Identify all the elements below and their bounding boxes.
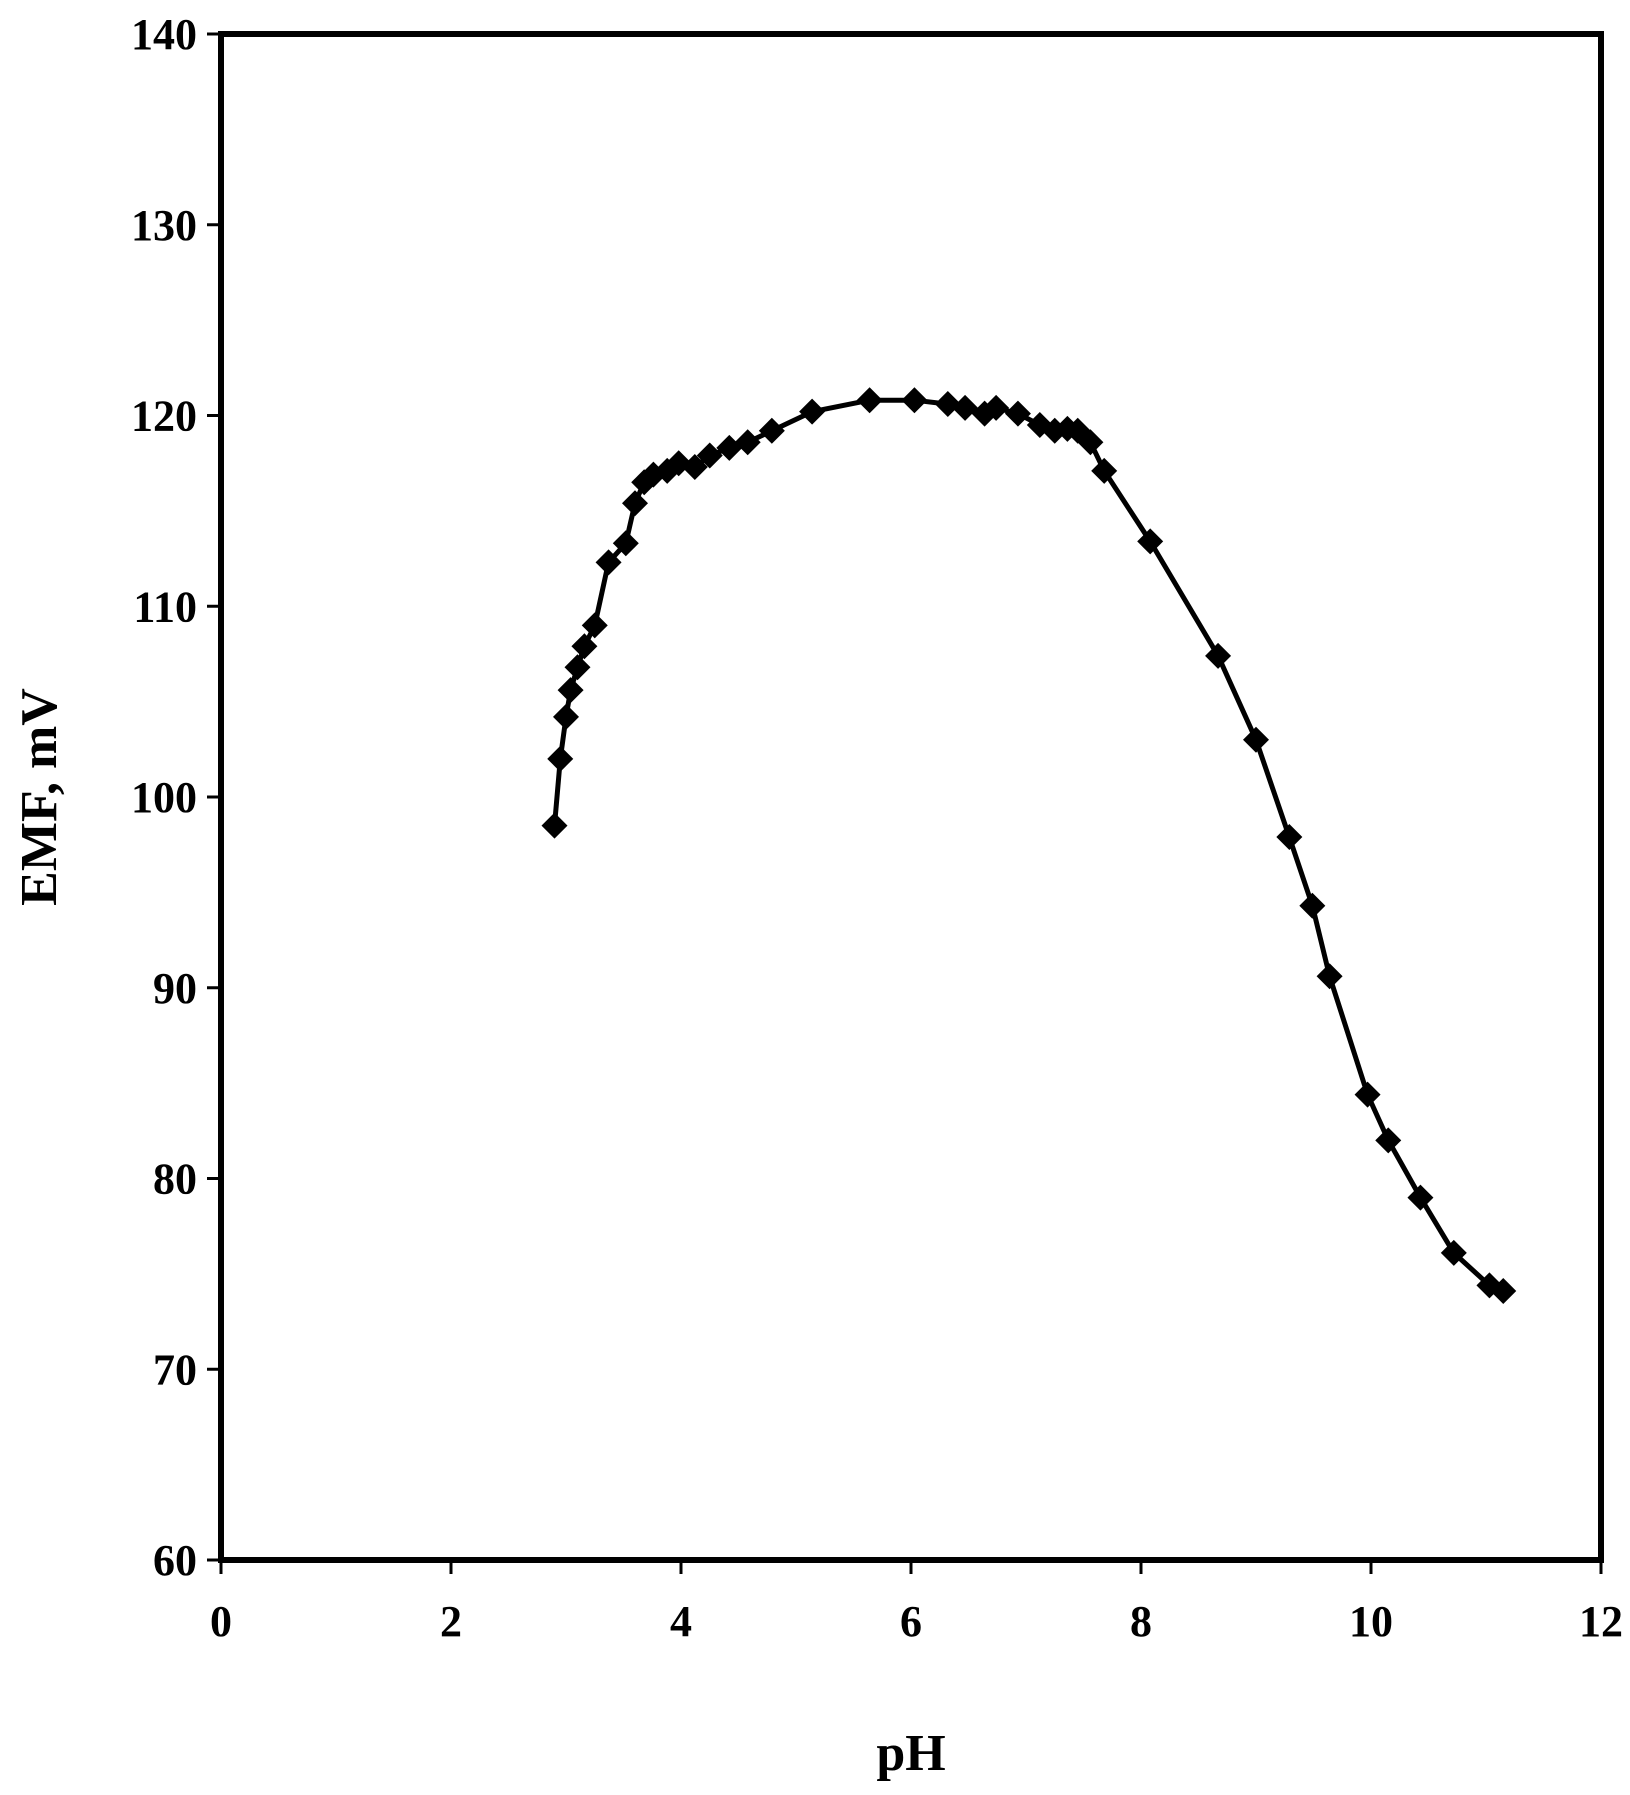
x-tick-label: 12: [1579, 1597, 1623, 1646]
data-point-marker: [541, 812, 568, 839]
data-point-marker: [1004, 400, 1031, 427]
data-point-marker: [571, 633, 598, 660]
data-point-marker: [681, 454, 708, 481]
data-point-marker: [622, 490, 648, 517]
data-point-marker: [901, 387, 928, 414]
data-point-marker: [856, 387, 883, 414]
data-point-marker: [934, 391, 961, 418]
data-point-marker: [1316, 963, 1343, 990]
data-point-marker: [952, 394, 979, 421]
data-point-marker: [758, 417, 785, 444]
data-point-marker: [547, 745, 574, 772]
x-tick-label: 8: [1130, 1597, 1152, 1646]
data-point-marker: [1407, 1184, 1434, 1211]
series-layer: [541, 387, 1517, 1305]
y-tick-label: 110: [133, 582, 197, 631]
data-point-marker: [1276, 824, 1303, 851]
data-point-marker: [557, 677, 584, 704]
y-axis-title: EMF, mV: [11, 688, 68, 906]
data-point-marker: [1440, 1239, 1467, 1266]
data-point-marker: [696, 442, 723, 469]
data-point-marker: [1077, 429, 1104, 456]
data-point-marker: [1375, 1127, 1402, 1154]
x-tick-label: 2: [440, 1597, 462, 1646]
x-tick-label: 4: [670, 1597, 692, 1646]
y-axis-ticks: 60 70 80 90 100 110 120 130 140: [131, 10, 221, 1585]
x-axis-title: pH: [876, 1725, 945, 1782]
plot-frame: [218, 31, 1604, 1563]
x-tick-label: 6: [900, 1597, 922, 1646]
data-point-marker: [1299, 892, 1326, 919]
data-point-marker: [1354, 1081, 1381, 1108]
x-tick-label: 10: [1349, 1597, 1393, 1646]
data-point-marker: [553, 703, 579, 730]
data-point-marker: [595, 549, 622, 576]
data-point-marker: [581, 612, 608, 639]
data-point-marker: [1243, 726, 1269, 753]
data-point-marker: [734, 429, 761, 456]
data-point-marker: [1490, 1278, 1517, 1305]
y-tick-label: 60: [153, 1536, 197, 1585]
data-point-marker: [612, 530, 639, 557]
data-point-marker: [799, 398, 826, 425]
data-point-marker: [1137, 528, 1164, 555]
y-tick-label: 90: [153, 964, 197, 1013]
data-point-marker: [983, 394, 1010, 421]
y-tick-label: 120: [131, 392, 197, 441]
data-point-marker: [1205, 642, 1232, 669]
y-tick-label: 140: [131, 10, 197, 59]
series-line: [552, 397, 1506, 1294]
x-axis-ticks: 0 2 4 6 8 10 12: [210, 1560, 1623, 1646]
data-point-marker: [564, 654, 591, 681]
data-point-marker: [1091, 457, 1118, 484]
y-tick-label: 80: [153, 1155, 197, 1204]
y-tick-label: 130: [131, 201, 197, 250]
y-tick-label: 70: [153, 1345, 197, 1394]
y-tick-label: 100: [131, 773, 197, 822]
x-tick-label: 0: [210, 1597, 232, 1646]
